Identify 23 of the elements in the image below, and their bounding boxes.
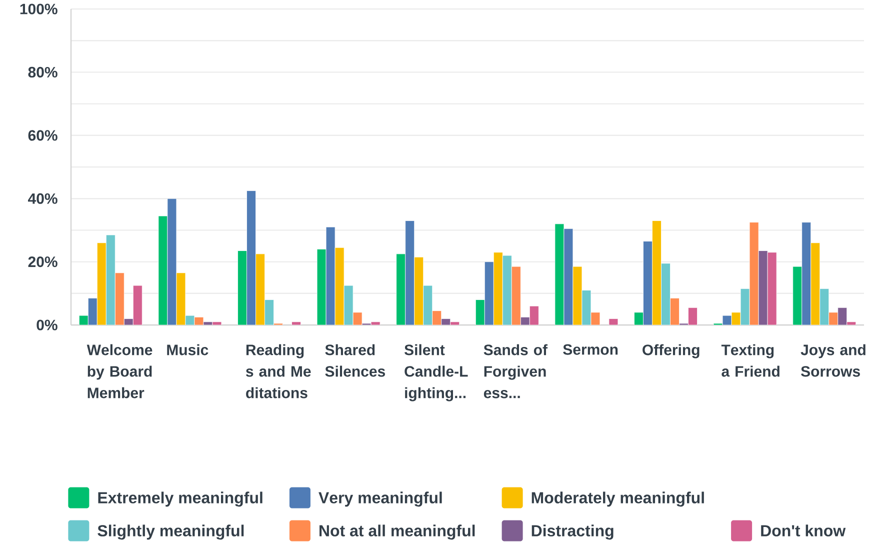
legend-label: Distracting	[532, 524, 614, 540]
x-tick-label: Joys and Sorrows	[800, 344, 866, 377]
legend-label: Slightly meaningful	[98, 524, 244, 540]
y-tick-label: 60%	[28, 130, 58, 141]
legend-label: Very meaningful	[318, 492, 442, 507]
legend-label: Moderately meaningful	[532, 492, 704, 507]
x-tick-label: Readings and Meditations	[246, 344, 311, 398]
x-tick-label: Offering	[642, 344, 700, 358]
x-tick-label: Sermon	[563, 344, 618, 355]
x-tick-label: Sands of Forgiveness...	[484, 344, 548, 398]
x-tick-label: Shared Silences	[325, 344, 385, 377]
y-tick-label: 80%	[28, 66, 58, 78]
y-tick-label: 0%	[36, 320, 58, 330]
x-tick-label: Texting a Friend	[721, 344, 780, 377]
legend-label: Extremely meaningful	[98, 492, 262, 507]
x-tick-label: Silent Candle-Lighting...	[404, 344, 468, 402]
y-tick-label: 40%	[28, 193, 58, 204]
legend-label: Not at all meaningful	[320, 524, 475, 540]
y-tick-label: 100%	[20, 4, 58, 14]
legend-label: Don't know	[761, 524, 846, 536]
x-tick-label: Welcome by Board Member	[86, 344, 152, 398]
x-tick-label: Music	[167, 344, 208, 356]
y-tick-label: 20%	[28, 256, 58, 268]
